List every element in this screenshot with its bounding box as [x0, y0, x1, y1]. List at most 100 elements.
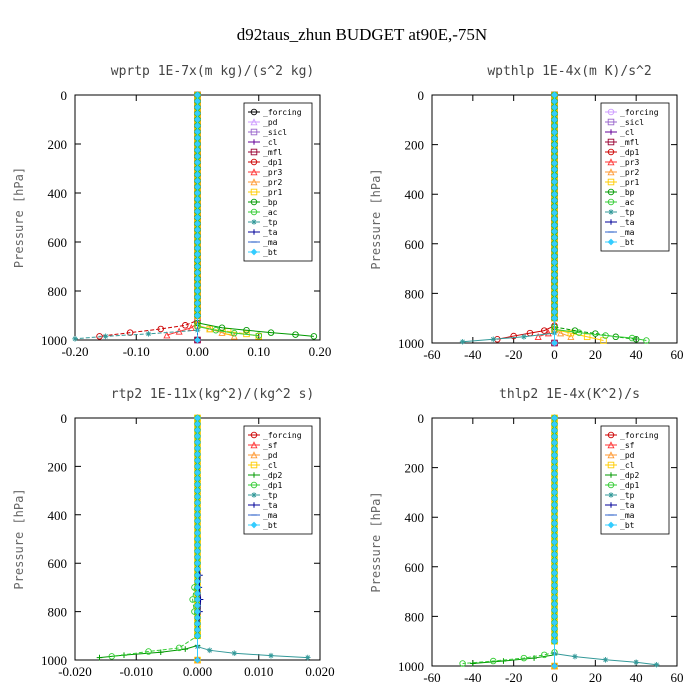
data-point [551, 625, 558, 633]
data-point [255, 332, 262, 339]
data-point [490, 657, 497, 665]
data-point [628, 334, 636, 342]
chart-panel-4: thlp2 1E-4x(K^2)/s Pressure [hPa] -60 -40 -2… [369, 387, 684, 685]
data-point [521, 334, 527, 340]
data-point [551, 302, 558, 310]
series-bt [551, 91, 558, 347]
legend-marker [251, 502, 257, 508]
data-point [551, 190, 558, 198]
data-point [157, 649, 164, 656]
data-point [557, 329, 565, 337]
legend-entry: _mfl [263, 148, 282, 157]
data-point [551, 513, 558, 521]
y-axis-label: Pressure [hPa] [369, 491, 383, 592]
legend-marker [251, 139, 257, 145]
data-point [551, 290, 558, 297]
data-point [551, 433, 558, 440]
data-point [551, 166, 558, 173]
y-tick-label: 600 [48, 235, 68, 250]
legend-entry: _tp [263, 218, 278, 227]
x-tick-label: 0.10 [247, 344, 270, 359]
series-pr2 [193, 91, 238, 340]
data-point [551, 339, 558, 347]
data-point [500, 658, 507, 664]
legend-entry: _tp [620, 491, 635, 500]
data-point [551, 520, 558, 527]
legend-entry: _ma [263, 511, 278, 520]
data-point [218, 324, 226, 332]
legend-entry: _bp [620, 188, 635, 197]
series-pr1 [551, 91, 607, 344]
data-point [551, 606, 558, 614]
data-point [490, 336, 497, 343]
x-tick-label: -20 [505, 670, 522, 685]
legend-entry: _forcing [263, 431, 302, 440]
data-point [181, 322, 189, 329]
legend-entry: _ta [620, 501, 635, 510]
y-tick-label: 800 [405, 286, 425, 301]
data-point [551, 445, 558, 453]
legend-entry: _tp [263, 491, 278, 500]
data-point [551, 271, 558, 279]
x-tick-label: -0.010 [119, 664, 153, 679]
data-point [551, 662, 558, 670]
data-point [551, 544, 558, 552]
legend-marker [251, 219, 257, 225]
data-point [551, 209, 558, 217]
data-point [72, 335, 78, 342]
series-dp1 [459, 414, 558, 667]
legend-entry: _pr1 [263, 188, 282, 197]
data-point [182, 646, 189, 652]
legend-marker [250, 431, 258, 439]
legend-entry: _dp1 [263, 481, 282, 490]
x-tick-label: 0 [551, 670, 558, 685]
panel-title: wprtp 1E-7x(m kg)/(s^2 kg) [111, 64, 315, 79]
legend-entry: _dp2 [620, 471, 639, 480]
legend-marker [251, 472, 257, 478]
chart-panel-1: wprtp 1E-7x(m kg)/(s^2 kg) Pressure [hPa]… [12, 64, 331, 359]
legend-marker [250, 168, 258, 176]
x-tick-label: 40 [630, 670, 643, 685]
legend-entry: _cl [620, 128, 635, 137]
panel-title: rtp2 1E-11x(kg^2)/(kg^2 s) [111, 387, 315, 402]
data-point [551, 495, 558, 502]
legend-entry: _pr3 [263, 168, 282, 177]
data-point [230, 332, 238, 340]
legend-entry: _bt [620, 238, 635, 247]
data-point [551, 308, 558, 316]
data-point [551, 234, 558, 241]
data-point [551, 228, 558, 235]
legend: _forcing_sicl_cl_mfl_dp1_pr3_pr2_pr1_bp_… [600, 102, 670, 252]
data-point [551, 458, 558, 465]
series-line [197, 646, 308, 659]
legend-marker [607, 431, 615, 439]
data-point [551, 526, 558, 533]
y-tick-label: 800 [48, 284, 68, 299]
y-tick-label: 1000 [398, 659, 424, 674]
x-tick-label: 40 [630, 347, 643, 362]
legend-marker [250, 198, 258, 206]
legend-marker [607, 158, 615, 166]
y-tick-label: 1000 [398, 336, 424, 351]
y-axis-label: Pressure [hPa] [12, 488, 26, 589]
x-tick-label: -0.20 [61, 344, 88, 359]
legend-entry: _sicl [620, 118, 644, 127]
x-tick-label: -0.020 [58, 664, 92, 679]
legend-entry: _ta [263, 228, 278, 237]
series-dp2 [470, 415, 558, 667]
y-tick-label: 200 [405, 461, 425, 476]
data-point [551, 414, 558, 422]
data-point [157, 325, 164, 333]
data-point [551, 296, 558, 303]
series-line [462, 651, 555, 665]
x-tick-label: 0.020 [305, 664, 334, 679]
series-dp2 [96, 415, 201, 661]
data-point [551, 215, 558, 223]
y-tick-label: 200 [48, 459, 68, 474]
legend-marker [608, 492, 614, 498]
data-point [551, 637, 558, 645]
data-point [551, 110, 558, 117]
legend-marker [607, 178, 615, 186]
y-axis-label: Pressure [hPa] [12, 167, 26, 268]
data-point [633, 659, 639, 666]
